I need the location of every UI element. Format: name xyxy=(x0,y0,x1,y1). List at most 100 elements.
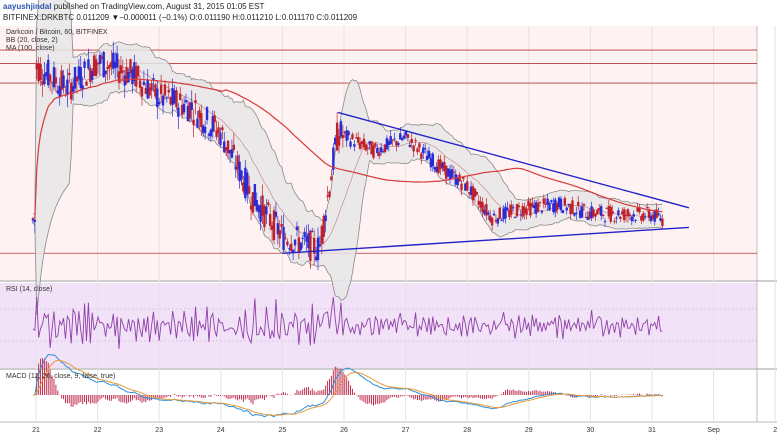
candle-body-84 xyxy=(192,119,195,125)
candle-body-262 xyxy=(533,205,536,209)
candle-body-70 xyxy=(165,97,169,99)
candle-body-315 xyxy=(634,219,637,221)
candle-body-1 xyxy=(33,220,37,223)
candle-body-184 xyxy=(383,144,387,153)
candle-body-51 xyxy=(129,59,132,74)
candle-body-294 xyxy=(594,213,597,217)
candle-body-241 xyxy=(492,213,496,216)
candle-body-266 xyxy=(540,210,544,213)
candle-body-100 xyxy=(223,141,226,153)
candle-body-128 xyxy=(276,223,280,235)
candle-body-164 xyxy=(345,130,348,141)
candle-body-170 xyxy=(356,137,360,143)
rsi-line xyxy=(0,296,757,350)
candle-body-118 xyxy=(257,205,260,213)
candle-body-56 xyxy=(138,80,142,88)
candle-body-147 xyxy=(312,238,316,254)
candle-body-104 xyxy=(230,149,234,158)
candle-body-310 xyxy=(624,215,628,217)
candle-body-24 xyxy=(77,66,81,80)
candle-body-295 xyxy=(596,209,599,215)
candle-body-238 xyxy=(487,212,490,215)
candle-body-237 xyxy=(485,204,488,216)
candle-body-172 xyxy=(360,141,364,145)
candle-body-219 xyxy=(450,169,454,178)
right-axis xyxy=(757,26,777,422)
x-tick-label-11: Sep xyxy=(707,427,720,434)
candle-body-168 xyxy=(353,144,356,147)
candle-body-312 xyxy=(628,214,632,217)
candle-body-75 xyxy=(175,90,178,108)
candle-body-151 xyxy=(320,226,324,244)
candle-body-46 xyxy=(119,65,123,74)
candle-body-205 xyxy=(423,148,427,150)
candle-body-192 xyxy=(399,133,402,140)
bb-fill xyxy=(32,0,663,316)
x-tick-label-8: 29 xyxy=(525,427,533,434)
candle-body-253 xyxy=(515,204,519,217)
candle-body-12 xyxy=(54,77,58,84)
candle-body-72 xyxy=(169,97,172,105)
candle-body-326 xyxy=(655,209,658,218)
x-tick-label-4: 25 xyxy=(279,427,287,434)
candle-body-110 xyxy=(242,182,245,192)
candle-body-29 xyxy=(87,59,90,69)
candle-body-279 xyxy=(565,207,568,211)
candle-body-224 xyxy=(460,183,463,191)
candle-body-186 xyxy=(387,141,390,146)
candle-body-288 xyxy=(582,203,586,206)
candle-body-47 xyxy=(121,70,125,73)
candle-body-59 xyxy=(144,88,148,94)
candle-body-275 xyxy=(557,197,561,208)
candle-body-138 xyxy=(295,226,299,231)
candle-body-167 xyxy=(351,134,354,139)
candle-body-203 xyxy=(420,153,423,159)
ma-100-line xyxy=(32,78,663,221)
candle-body-232 xyxy=(475,192,479,195)
candle-body-222 xyxy=(456,178,459,186)
candle-body-101 xyxy=(224,147,228,151)
candle-body-329 xyxy=(661,218,664,227)
candle-body-53 xyxy=(133,62,136,82)
macd-panel xyxy=(0,370,757,422)
candle-body-246 xyxy=(502,208,505,220)
candle-body-201 xyxy=(416,148,419,153)
candle-body-215 xyxy=(443,161,446,172)
candle-body-293 xyxy=(592,209,595,217)
candle-body-324 xyxy=(651,214,655,220)
author-link[interactable]: aayushjindal xyxy=(3,2,52,11)
candle-body-191 xyxy=(397,142,400,145)
candle-body-66 xyxy=(158,101,161,105)
candle-body-27 xyxy=(83,61,86,68)
candle-body-173 xyxy=(362,138,366,148)
candle-body-214 xyxy=(441,162,444,168)
candle-body-179 xyxy=(374,143,377,147)
candle-body-269 xyxy=(546,198,549,205)
candle-body-178 xyxy=(372,145,375,158)
candle-body-282 xyxy=(571,200,574,214)
candle-body-309 xyxy=(622,209,626,221)
candle-body-235 xyxy=(481,202,484,213)
candle-body-117 xyxy=(255,200,258,211)
x-tick-label-9: 30 xyxy=(587,427,595,434)
candle-body-239 xyxy=(489,215,492,222)
candle-body-281 xyxy=(569,203,572,215)
trendline-lower xyxy=(282,226,690,254)
candle-body-240 xyxy=(490,217,494,226)
candle-body-267 xyxy=(542,198,545,204)
candle-body-34 xyxy=(96,62,100,65)
candle-body-3 xyxy=(37,63,40,82)
candle-body-292 xyxy=(590,206,593,219)
candle-body-226 xyxy=(464,183,467,191)
candle-body-161 xyxy=(339,121,343,137)
candle-body-107 xyxy=(236,155,239,170)
candle-body-242 xyxy=(494,220,498,222)
candle-body-323 xyxy=(649,215,653,222)
candle-body-251 xyxy=(511,207,515,209)
candle-body-156 xyxy=(330,176,333,181)
candle-body-43 xyxy=(113,61,117,69)
published-text: published on TradingView.com, August 31,… xyxy=(53,2,265,11)
candle-body-166 xyxy=(349,141,352,147)
candle-body-106 xyxy=(234,166,237,170)
candle-body-257 xyxy=(523,207,526,214)
